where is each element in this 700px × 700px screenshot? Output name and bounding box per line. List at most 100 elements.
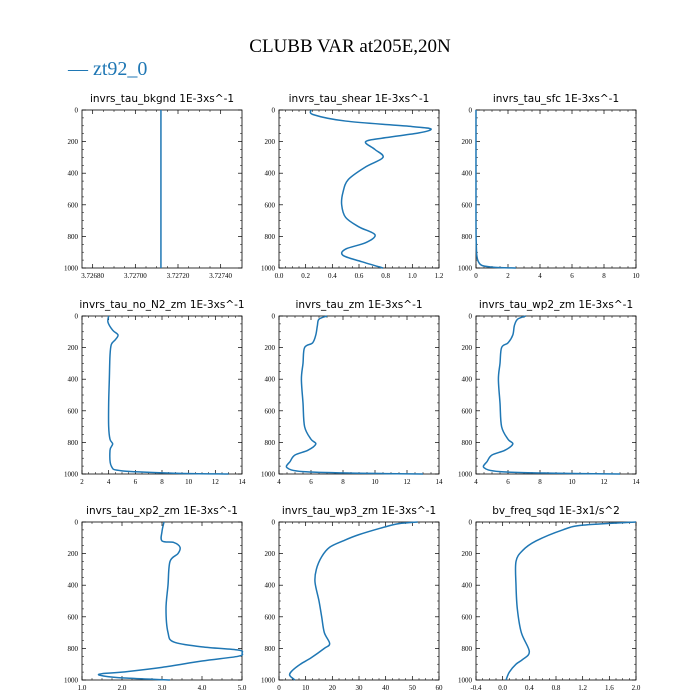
y-tick-label: 1000 <box>458 265 473 273</box>
y-tick-label: 200 <box>462 138 473 146</box>
x-tick-label: 4 <box>277 478 281 486</box>
y-tick-label: 1000 <box>458 677 473 685</box>
subplot-title: invrs_tau_wp3_zm 1E-3xs^-1 <box>282 505 436 517</box>
x-tick-label: 1.0 <box>408 272 417 280</box>
y-tick-label: 800 <box>462 233 473 241</box>
x-tick-label: 60 <box>436 684 444 692</box>
y-tick-label: 400 <box>265 170 276 178</box>
x-tick-label: 0.6 <box>355 272 364 280</box>
y-tick-label: 1000 <box>261 471 276 479</box>
y-tick-label: 600 <box>462 407 473 415</box>
subplot-title: invrs_tau_xp2_zm 1E-3xs^-1 <box>86 505 238 517</box>
y-tick-label: 600 <box>265 613 276 621</box>
series-line <box>475 109 517 269</box>
y-tick-label: 600 <box>462 201 473 209</box>
y-tick-label: 0 <box>469 313 473 321</box>
x-tick-label: 10 <box>569 478 577 486</box>
y-tick-label: 400 <box>462 582 473 590</box>
y-tick-label: 400 <box>265 376 276 384</box>
y-tick-label: 0 <box>75 313 79 321</box>
y-tick-label: 0 <box>469 519 473 527</box>
legend-entry: — zt92_0 <box>68 58 148 80</box>
x-tick-label: 0.2 <box>301 272 310 280</box>
x-tick-label: 0.8 <box>381 272 390 280</box>
x-tick-label: 0 <box>277 684 281 692</box>
x-tick-label: 0.4 <box>525 684 534 692</box>
x-tick-label: 10 <box>633 272 641 280</box>
subplot-3: invrs_tau_sfc 1E-3xs^-1 0 200 400 600 800 1000… <box>458 93 640 280</box>
x-tick-label: 2.0 <box>632 684 641 692</box>
x-tick-label: 1.2 <box>435 272 444 280</box>
x-tick-label: 6 <box>309 478 313 486</box>
y-tick-label: 0 <box>75 519 79 527</box>
x-tick-label: 30 <box>356 684 364 692</box>
y-tick-label: 200 <box>265 550 276 558</box>
x-tick-label: 2 <box>80 478 84 486</box>
x-tick-label: 40 <box>382 684 390 692</box>
subplot-4: invrs_tau_no_N2_zm 1E-3xs^-10 200 400 600 80… <box>64 299 246 486</box>
y-tick-label: 400 <box>462 376 473 384</box>
y-tick-label: 200 <box>462 550 473 558</box>
x-tick-label: 1.6 <box>605 684 614 692</box>
series-line <box>97 521 244 681</box>
x-tick-label: 0 <box>474 272 478 280</box>
x-tick-label: 8 <box>538 478 542 486</box>
y-tick-label: 600 <box>68 613 79 621</box>
x-tick-label: 5.0 <box>238 684 247 692</box>
plot-frame <box>475 109 637 269</box>
y-tick-label: 1000 <box>261 677 276 685</box>
series-line <box>107 315 229 475</box>
x-tick-label: 3.72720 <box>167 272 190 280</box>
series-line <box>288 521 418 681</box>
subplot-8: invrs_tau_wp3_zm 1E-3xs^-102004006008001… <box>261 505 443 692</box>
y-tick-label: 0 <box>272 519 276 527</box>
x-tick-label: 50 <box>409 684 417 692</box>
y-tick-label: 600 <box>265 201 276 209</box>
y-tick-label: 200 <box>68 138 79 146</box>
subplot-title: invrs_tau_no_N2_zm 1E-3xs^-1 <box>79 299 244 311</box>
y-tick-label: 0 <box>272 107 276 115</box>
y-tick-label: 200 <box>265 344 276 352</box>
figure-title: CLUBB VAR at205E,20N <box>249 36 451 57</box>
x-tick-label: 12 <box>404 478 412 486</box>
x-tick-label: 1.2 <box>578 684 587 692</box>
subplot-7: invrs_tau_xp2_zm 1E-3xs^-1 0 200 400 600 800 1… <box>64 505 247 692</box>
x-tick-label: 1.0 <box>78 684 87 692</box>
x-tick-label: 10 <box>302 684 310 692</box>
x-tick-label: 3.72740 <box>209 272 232 280</box>
x-tick-label: 12 <box>601 478 609 486</box>
plot-frame <box>475 521 637 681</box>
y-tick-label: 200 <box>265 138 276 146</box>
x-tick-label: 0.4 <box>328 272 337 280</box>
x-tick-label: 8 <box>602 272 606 280</box>
x-tick-label: 3.72700 <box>124 272 147 280</box>
y-tick-label: 200 <box>462 344 473 352</box>
plot-frame <box>81 109 243 269</box>
x-tick-label: 0.0 <box>275 272 284 280</box>
x-tick-label: 3.72680 <box>81 272 104 280</box>
y-tick-label: 1000 <box>64 677 79 685</box>
plot-frame <box>278 521 440 681</box>
y-tick-label: 800 <box>68 645 79 653</box>
x-tick-label: 2 <box>506 272 510 280</box>
x-tick-label: 0.0 <box>498 684 507 692</box>
subplot-6: invrs_tau_wp2_zm 1E-3xs^-1 0 200 400 600 800 1… <box>458 299 640 486</box>
x-tick-label: 4 <box>107 478 111 486</box>
subplot-title: invrs_tau_shear 1E-3xs^-1 <box>289 93 430 105</box>
x-tick-label: 0.8 <box>552 684 561 692</box>
y-tick-label: 400 <box>265 582 276 590</box>
subplot-5: invrs_tau_zm 1E-3xs^-1 0 200 400 600 800 10004… <box>261 299 443 486</box>
subplot-title: bv_freq_sqd 1E-3x1/s^2 <box>492 505 620 517</box>
subplot-2: invrs_tau_shear 1E-3xs^-1 0 200 400 600 800 10… <box>261 93 444 280</box>
x-tick-label: 8 <box>341 478 345 486</box>
x-tick-label: 8 <box>160 478 164 486</box>
x-tick-label: 14 <box>436 478 444 486</box>
y-tick-label: 200 <box>68 344 79 352</box>
subplot-title: invrs_tau_wp2_zm 1E-3xs^-1 <box>479 299 633 311</box>
y-tick-label: 0 <box>272 313 276 321</box>
x-tick-label: 2.0 <box>118 684 127 692</box>
series-line <box>482 315 621 475</box>
y-tick-label: 1000 <box>261 265 276 273</box>
y-tick-label: 400 <box>68 170 79 178</box>
